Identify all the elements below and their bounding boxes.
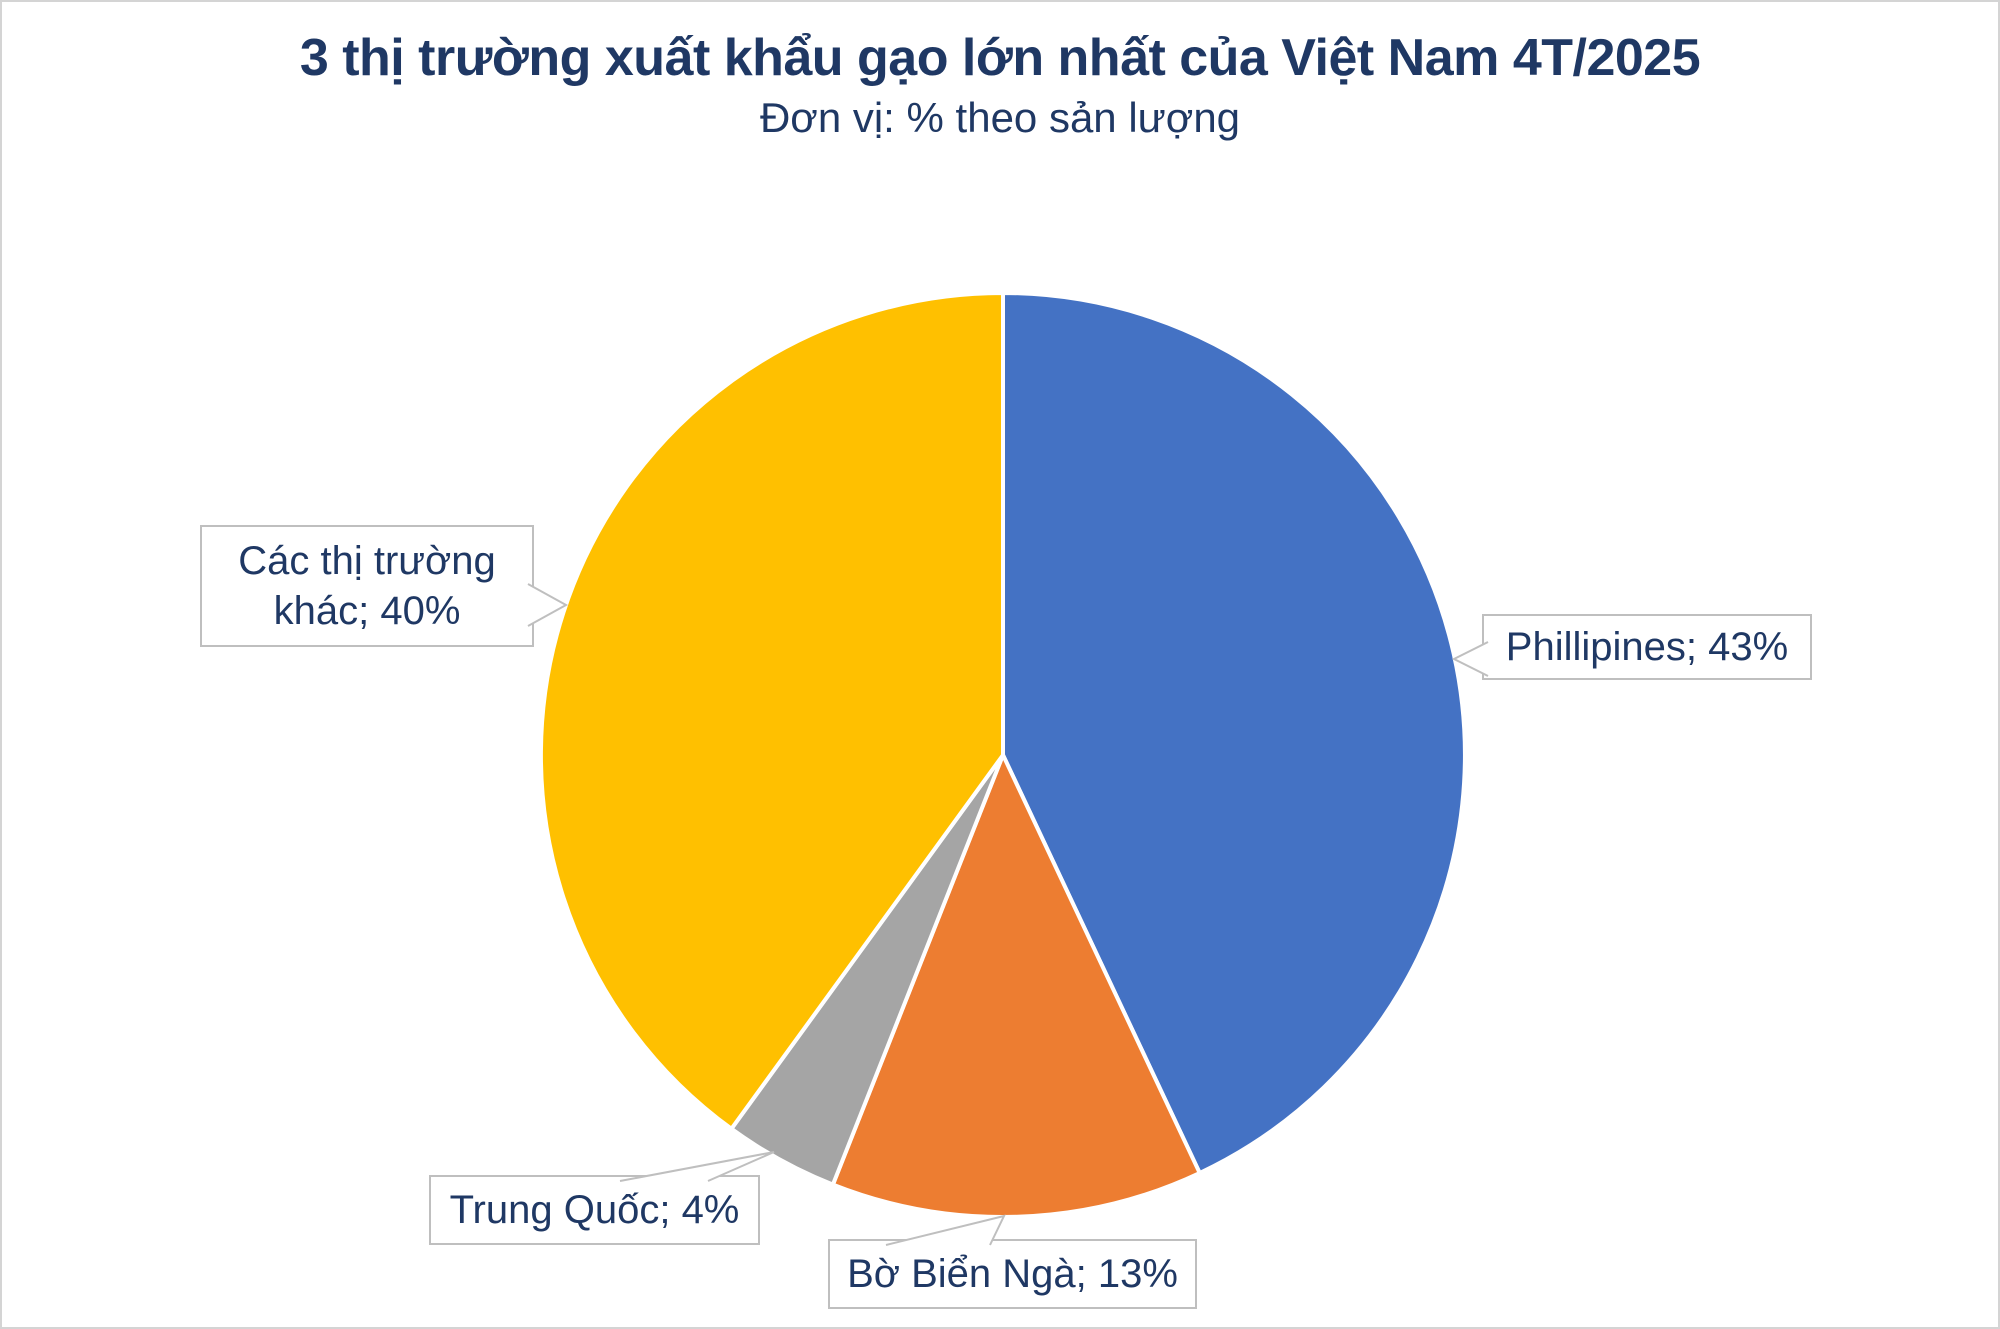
data-label-phillipines: Phillipines; 43%: [1482, 614, 1812, 680]
data-label-bo-bien-nga: Bờ Biển Ngà; 13%: [828, 1239, 1197, 1309]
data-label-trung-quoc: Trung Quốc; 4%: [429, 1175, 760, 1245]
data-label-cac-thi-truong-khac: Các thị trường khác; 40%: [200, 525, 534, 647]
chart-subtitle: Đơn vị: % theo sản lượng: [759, 94, 1241, 141]
pie-slice-bo-bien-nga: [830, 753, 1202, 1220]
chart-title: 3 thị trường xuất khẩu gạo lớn nhất của …: [299, 29, 1701, 87]
